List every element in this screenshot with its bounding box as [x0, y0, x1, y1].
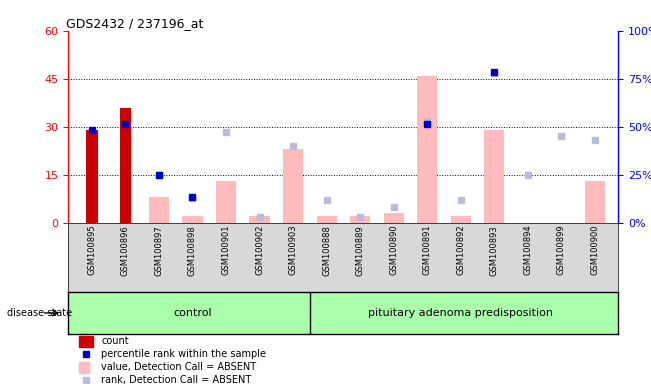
Text: rank, Detection Call = ABSENT: rank, Detection Call = ABSENT — [102, 374, 251, 384]
Text: GSM100901: GSM100901 — [221, 225, 230, 275]
Text: GSM100889: GSM100889 — [355, 225, 365, 276]
Text: GDS2432 / 237196_at: GDS2432 / 237196_at — [66, 17, 203, 30]
Bar — [316, 216, 337, 223]
Bar — [585, 181, 605, 223]
Bar — [283, 149, 303, 223]
Text: GSM100892: GSM100892 — [456, 225, 465, 275]
Text: control: control — [173, 308, 212, 318]
Text: count: count — [102, 336, 129, 346]
Bar — [79, 362, 89, 373]
Text: percentile rank within the sample: percentile rank within the sample — [102, 349, 266, 359]
Bar — [484, 130, 505, 223]
Text: disease state: disease state — [7, 308, 72, 318]
Bar — [383, 213, 404, 223]
Text: GSM100902: GSM100902 — [255, 225, 264, 275]
Bar — [249, 216, 270, 223]
Text: GSM100893: GSM100893 — [490, 225, 499, 276]
Text: GSM100899: GSM100899 — [557, 225, 566, 275]
Text: GSM100890: GSM100890 — [389, 225, 398, 275]
Bar — [182, 216, 202, 223]
Bar — [417, 76, 437, 223]
Bar — [86, 130, 98, 223]
Text: GSM100895: GSM100895 — [87, 225, 96, 275]
Bar — [120, 108, 132, 223]
Bar — [79, 336, 93, 347]
Text: GSM100896: GSM100896 — [121, 225, 130, 276]
Text: GSM100898: GSM100898 — [188, 225, 197, 276]
Text: GSM100888: GSM100888 — [322, 225, 331, 276]
Text: GSM100903: GSM100903 — [288, 225, 298, 275]
Text: GSM100900: GSM100900 — [590, 225, 600, 275]
Text: pituitary adenoma predisposition: pituitary adenoma predisposition — [368, 308, 553, 318]
Text: GSM100894: GSM100894 — [523, 225, 533, 275]
Text: GSM100897: GSM100897 — [154, 225, 163, 276]
Bar — [450, 216, 471, 223]
Text: GSM100891: GSM100891 — [422, 225, 432, 275]
Bar — [216, 181, 236, 223]
Bar — [149, 197, 169, 223]
Text: value, Detection Call = ABSENT: value, Detection Call = ABSENT — [102, 361, 256, 372]
Bar — [350, 216, 370, 223]
